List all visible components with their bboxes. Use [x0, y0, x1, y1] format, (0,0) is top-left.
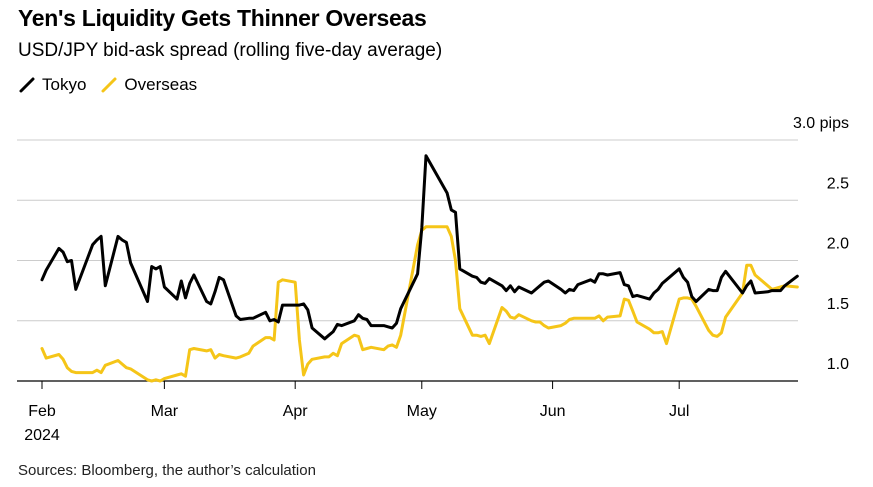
legend-item-tokyo: Tokyo [18, 75, 86, 95]
legend-label-overseas: Overseas [124, 75, 198, 94]
series-lines [40, 154, 799, 383]
chart-subtitle: USD/JPY bid-ask spread (rolling five-day… [18, 40, 443, 61]
x-tick-label: Jul [669, 403, 689, 420]
x-tick-label: Apr [283, 403, 309, 420]
chart-title: Yen's Liquidity Gets Thinner Overseas [18, 5, 427, 31]
y-tick-label: 2.0 [827, 236, 849, 253]
series-line-tokyo [40, 154, 799, 341]
legend-item-overseas: Overseas [100, 75, 197, 95]
x-tick-label: Feb [28, 403, 56, 420]
y-tick-label: 3.0 pips [793, 115, 849, 132]
x-tick-label: Jun [540, 403, 566, 420]
source-note: Sources: Bloomberg, the author’s calcula… [18, 462, 316, 479]
legend-label-tokyo: Tokyo [42, 75, 87, 94]
x-tick-label: Mar [151, 403, 179, 420]
y-tick-label: 1.0 [827, 356, 849, 373]
y-tick-label: 2.5 [827, 175, 849, 192]
legend-swatch-overseas [101, 77, 117, 93]
x-tick-year-label: 2024 [24, 427, 60, 444]
y-tick-label: 1.5 [827, 296, 849, 313]
x-axis: Feb 2024 Mar Apr May Jun Jul [24, 381, 689, 444]
x-tick-label: May [407, 403, 437, 420]
legend: Tokyo Overseas [18, 75, 197, 95]
legend-swatch-tokyo [19, 77, 35, 93]
y-tick-labels: 3.0 pips 2.5 2.0 1.5 1.0 [793, 115, 849, 373]
gridlines [17, 139, 798, 382]
